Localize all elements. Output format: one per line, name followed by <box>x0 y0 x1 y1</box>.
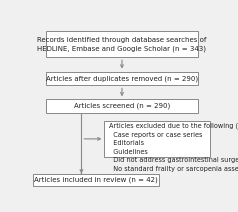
FancyBboxPatch shape <box>33 174 159 186</box>
FancyBboxPatch shape <box>104 121 210 157</box>
FancyBboxPatch shape <box>46 72 198 85</box>
Text: Articles included in review (n = 42): Articles included in review (n = 42) <box>34 176 158 183</box>
FancyBboxPatch shape <box>46 31 198 57</box>
Text: Articles excluded due to the following (n = 248):
  Case reports or case series
: Articles excluded due to the following (… <box>109 123 238 172</box>
Text: Articles screened (n = 290): Articles screened (n = 290) <box>74 103 170 109</box>
Text: Articles after duplicates removed (n = 290): Articles after duplicates removed (n = 2… <box>46 75 198 82</box>
FancyBboxPatch shape <box>46 99 198 113</box>
Text: Records identified through database searches of
HEDLINE, Embase and Google Schol: Records identified through database sear… <box>37 37 207 52</box>
